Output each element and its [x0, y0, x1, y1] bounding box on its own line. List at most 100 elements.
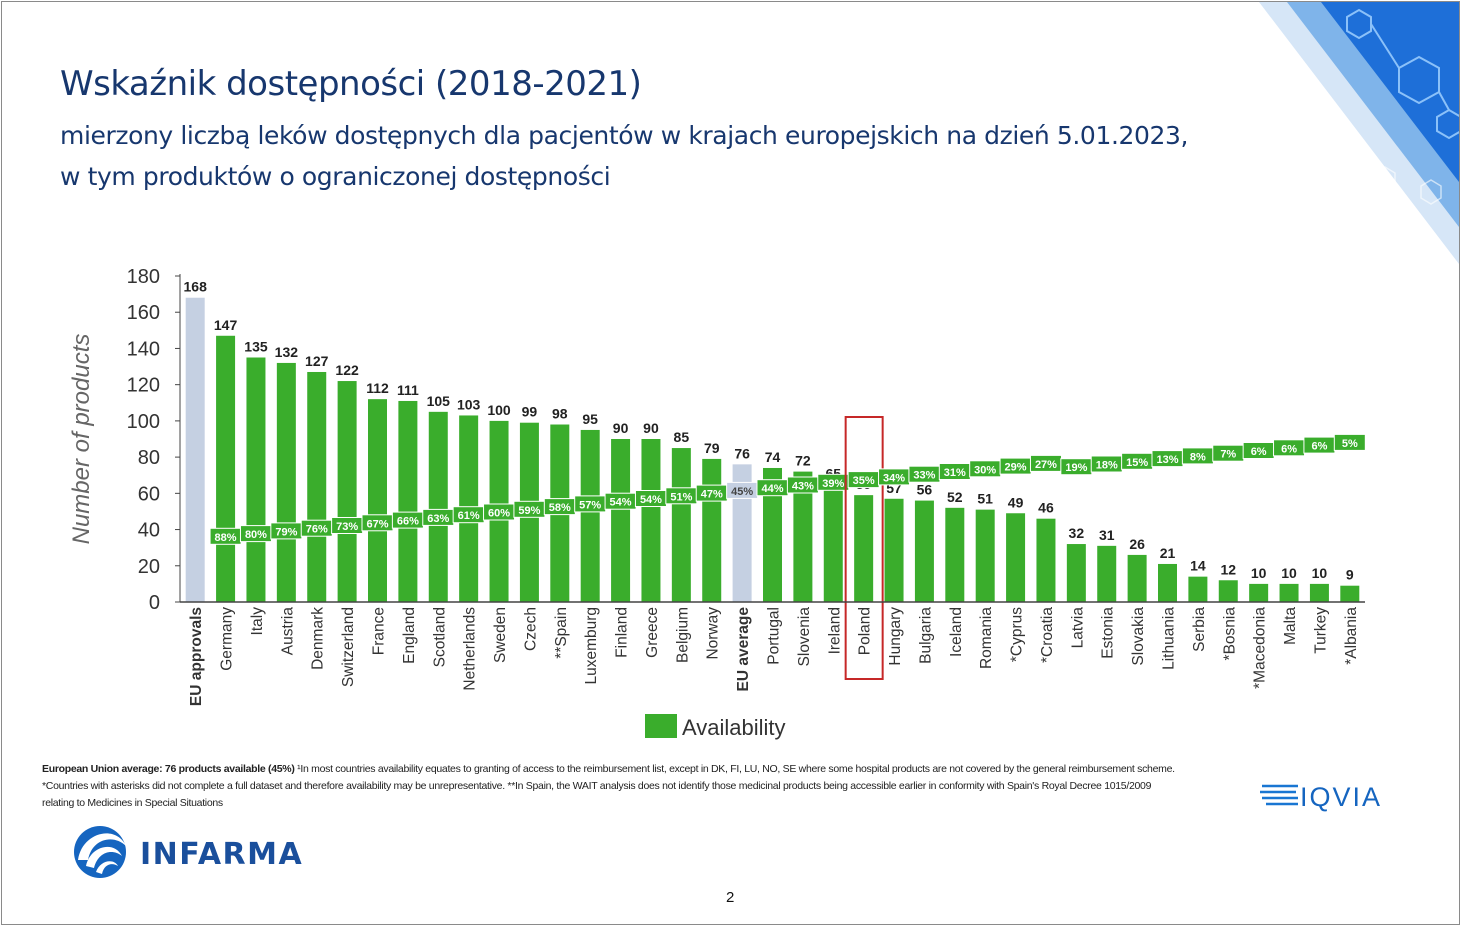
x-category-label: Belgium — [674, 607, 691, 663]
x-category-label: Greece — [644, 607, 661, 658]
value-label: 95 — [582, 411, 598, 427]
value-label: 135 — [244, 339, 268, 355]
percentage-label: 30% — [974, 464, 996, 476]
value-label: 9 — [1346, 567, 1354, 583]
y-tick-label: 140 — [127, 338, 160, 360]
x-category-label: Sweden — [492, 607, 509, 663]
footnote-reimbursement-note: ¹In most countries availability equates … — [294, 763, 1175, 775]
x-category-label: Slovenia — [796, 607, 813, 667]
percentage-label: 63% — [427, 513, 449, 525]
value-label: 90 — [613, 420, 629, 436]
bar — [1188, 576, 1208, 602]
percentage-label: 58% — [549, 502, 571, 514]
x-category-label: Portugal — [766, 607, 783, 665]
bar — [1249, 583, 1269, 602]
page-subtitle: mierzony liczbą leków dostępnych dla pac… — [60, 115, 1320, 197]
x-category-label: Czech — [522, 607, 539, 651]
hexagon-decoration-icon — [1259, 2, 1459, 264]
value-label: 99 — [522, 404, 538, 420]
value-label: 111 — [397, 382, 419, 398]
x-category-label: Finland — [614, 607, 631, 658]
value-label: 51 — [977, 491, 993, 507]
x-category-label: Slovakia — [1130, 607, 1147, 666]
percentage-label: 79% — [275, 526, 297, 538]
percentage-label: 54% — [610, 497, 632, 509]
percentage-label: 31% — [944, 467, 966, 479]
bar — [793, 471, 813, 602]
subtitle-line-2: w tym produktów o ograniczonej dostępnoś… — [60, 162, 611, 191]
page-number: 2 — [726, 889, 735, 906]
iqvia-lines-icon — [1260, 784, 1298, 806]
percentage-label: 57% — [579, 499, 601, 511]
value-label: 49 — [1008, 494, 1024, 510]
y-axis-title: Number of products — [68, 334, 95, 545]
percentage-label: 61% — [458, 510, 480, 522]
x-category-label: Bulgaria — [917, 607, 934, 664]
x-category-label: Malta — [1282, 607, 1299, 645]
percentage-label: 7% — [1220, 449, 1236, 461]
x-category-label: Iceland — [948, 607, 965, 657]
percentage-label: 13% — [1156, 454, 1178, 466]
subtitle-line-1: mierzony liczbą leków dostępnych dla pac… — [60, 121, 1189, 150]
percentage-label: 15% — [1126, 457, 1148, 469]
x-category-label: Turkey — [1312, 607, 1329, 654]
x-category-label: EU approvals — [188, 607, 205, 706]
bar — [1097, 545, 1117, 602]
iqvia-logo: IQVIA — [1260, 782, 1382, 812]
bar — [185, 297, 205, 602]
x-category-label: EU average — [735, 607, 752, 692]
x-category-label: Latvia — [1069, 607, 1086, 649]
y-tick-label: 160 — [127, 302, 160, 324]
value-label: 127 — [305, 353, 329, 369]
percentage-label: 47% — [701, 489, 723, 501]
x-category-label: *Croatia — [1039, 607, 1056, 663]
x-category-label: Luxemburg — [583, 607, 600, 685]
bar — [671, 448, 691, 602]
x-category-label: England — [401, 607, 418, 664]
x-category-label: Austria — [279, 607, 296, 656]
percentage-label: 45% — [731, 486, 753, 498]
bar — [1340, 585, 1360, 602]
percentage-label: 35% — [853, 475, 875, 487]
value-label: 52 — [947, 489, 963, 505]
percentage-label: 6% — [1311, 441, 1327, 453]
bar — [1218, 580, 1238, 602]
x-category-label: Switzerland — [340, 607, 357, 687]
x-category-label: Norway — [705, 607, 722, 660]
x-category-label: Netherlands — [462, 607, 479, 691]
value-label: 10 — [1281, 565, 1297, 581]
value-label: 112 — [366, 380, 389, 396]
bar — [276, 362, 296, 602]
value-label: 132 — [275, 344, 299, 360]
value-label: 72 — [795, 453, 811, 469]
value-label: 98 — [552, 406, 568, 422]
bar — [1127, 554, 1147, 602]
percentage-label: 44% — [761, 483, 783, 495]
y-tick-label: 60 — [138, 483, 160, 505]
percentage-label: 39% — [822, 478, 844, 490]
x-category-label: France — [371, 607, 388, 655]
footnote-line-3: relating to Medicines in Special Situati… — [42, 797, 223, 809]
y-tick-label: 100 — [127, 411, 160, 433]
percentage-label: 5% — [1342, 438, 1358, 450]
percentage-label: 76% — [306, 524, 328, 536]
iqvia-logo-text: IQVIA — [1300, 782, 1382, 812]
x-category-label: *Macedonia — [1252, 607, 1269, 689]
bar — [1066, 544, 1086, 602]
percentage-label: 43% — [792, 481, 814, 493]
bar — [914, 500, 934, 602]
x-category-label: **Spain — [553, 607, 570, 659]
percentage-label: 73% — [336, 521, 358, 533]
footnote-line-2: *Countries with asterisks did not comple… — [42, 780, 1152, 792]
bar — [823, 484, 843, 602]
value-label: 74 — [765, 449, 781, 465]
infarma-swirl-icon — [74, 826, 126, 878]
x-category-label: Poland — [857, 607, 874, 655]
bar — [884, 498, 904, 602]
x-category-label: Hungary — [887, 607, 904, 666]
x-category-label: Scotland — [431, 607, 448, 667]
infarma-logo: INFARMA — [74, 826, 302, 878]
bar — [763, 467, 782, 602]
x-category-label: Estonia — [1100, 607, 1117, 659]
